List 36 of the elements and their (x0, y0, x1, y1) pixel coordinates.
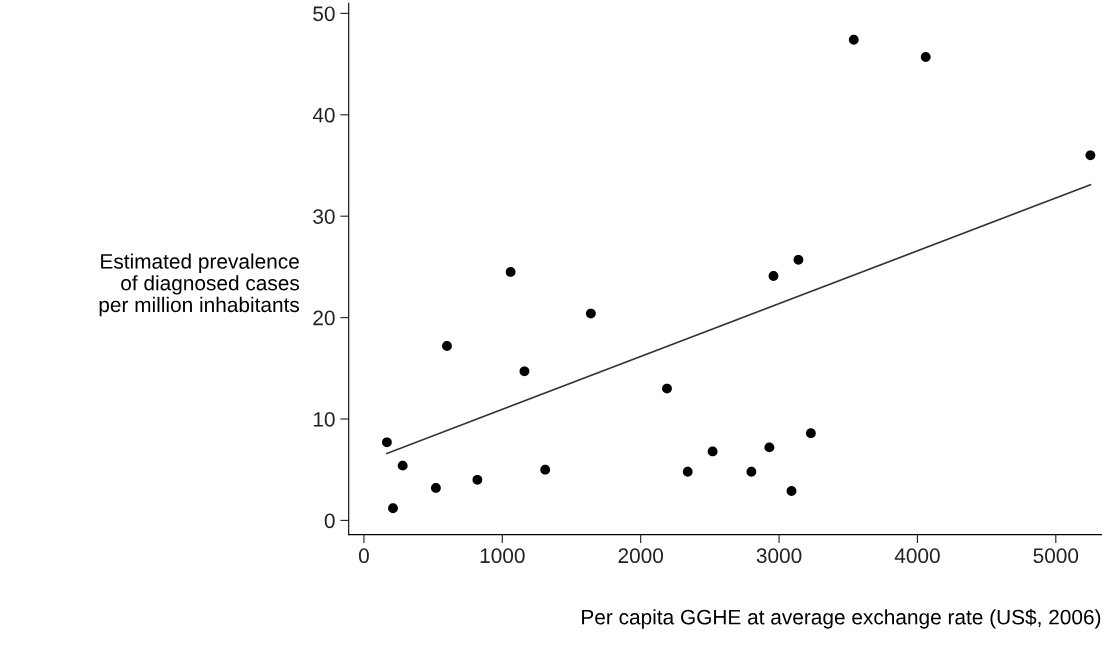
point (920, 52, 931, 62)
y-axis-title: Estimated prevalence of diagnosed cases per million inhabitants (99, 253, 300, 317)
point (793, 254, 804, 265)
point (662, 383, 672, 394)
y-tick-label: 0 (324, 513, 335, 529)
point (707, 446, 718, 457)
y-tick-label: 10 (313, 412, 335, 427)
point (682, 466, 693, 477)
point (519, 366, 530, 377)
point (388, 503, 398, 514)
point (764, 442, 775, 453)
point (397, 460, 408, 471)
x-tick-label: 2000 (618, 548, 664, 564)
point (786, 486, 797, 496)
y-tick-label: 50 (313, 6, 335, 22)
point (442, 341, 452, 351)
point (1085, 150, 1096, 161)
y-tick-label: 30 (313, 209, 335, 224)
y-tick-label: 20 (313, 310, 335, 326)
x-tick-label: 5000 (1033, 548, 1079, 564)
point (768, 271, 779, 281)
point (585, 308, 596, 319)
y-tick-label: 40 (312, 107, 335, 123)
point (472, 474, 483, 485)
point (848, 34, 859, 45)
point (430, 483, 441, 493)
x-tick-label: 1000 (480, 548, 525, 564)
point (505, 267, 516, 277)
point (805, 428, 816, 439)
point (381, 437, 392, 448)
x-tick-label: 0 (358, 548, 369, 564)
x-tick-label: 4000 (894, 548, 940, 564)
x-tick-label: 3000 (756, 548, 802, 564)
point (746, 466, 757, 477)
x-axis-title: Per capita GGHE at average exchange rate (US$, 2006) (582, 608, 1101, 629)
point (540, 464, 551, 475)
